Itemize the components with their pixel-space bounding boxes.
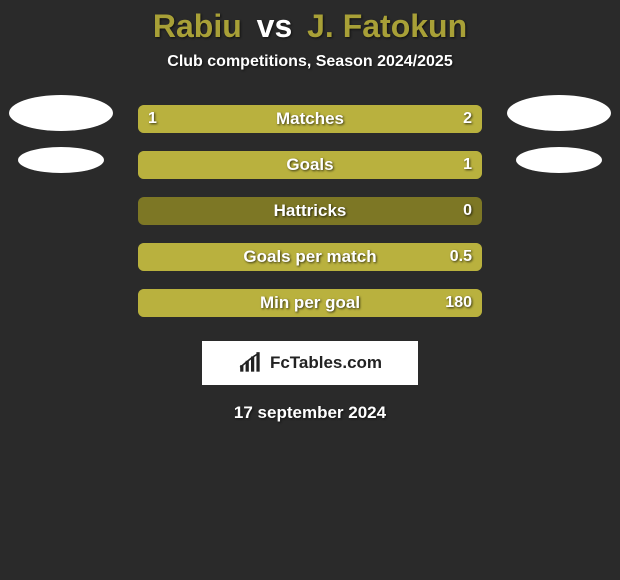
title-player2: J. Fatokun [307, 8, 467, 44]
bar-label: Hattricks [138, 197, 482, 225]
bar-label: Min per goal [138, 289, 482, 317]
stat-bar: Min per goal180 [138, 289, 482, 317]
page-title: Rabiu vs J. Fatokun [0, 0, 620, 45]
bar-value-p2: 1 [453, 151, 482, 179]
bar-value-p1: 1 [138, 105, 167, 133]
bar-value-p1 [138, 243, 158, 271]
player1-avatar [9, 95, 113, 131]
title-vs: vs [257, 8, 293, 44]
bar-value-p2: 2 [453, 105, 482, 133]
bar-label: Goals per match [138, 243, 482, 271]
stat-bars: Matches12Goals1Hattricks0Goals per match… [138, 105, 482, 317]
comparison-area: Matches12Goals1Hattricks0Goals per match… [0, 105, 620, 317]
player2-avatar-wrap [504, 95, 614, 173]
player1-avatar-wrap [6, 95, 116, 173]
bar-value-p2: 180 [435, 289, 482, 317]
bar-value-p1 [138, 289, 158, 317]
stat-bar: Matches1 2 [138, 105, 482, 133]
bar-value-p1 [138, 197, 158, 225]
player2-team-badge [516, 147, 602, 173]
bar-value-p2: 0 [453, 197, 482, 225]
title-player1: Rabiu [153, 8, 242, 44]
player2-avatar [507, 95, 611, 131]
stat-bar: Hattricks0 [138, 197, 482, 225]
bar-label: Matches [138, 105, 482, 133]
chart-icon [238, 352, 264, 374]
date-text: 17 september 2024 [0, 403, 620, 423]
player1-team-badge [18, 147, 104, 173]
brand-badge: FcTables.com [202, 341, 418, 385]
brand-text: FcTables.com [270, 353, 382, 373]
bar-label: Goals [138, 151, 482, 179]
stat-bar: Goals per match0.5 [138, 243, 482, 271]
bar-value-p1 [138, 151, 158, 179]
subtitle: Club competitions, Season 2024/2025 [0, 53, 620, 71]
bar-value-p2: 0.5 [440, 243, 482, 271]
stat-bar: Goals1 [138, 151, 482, 179]
